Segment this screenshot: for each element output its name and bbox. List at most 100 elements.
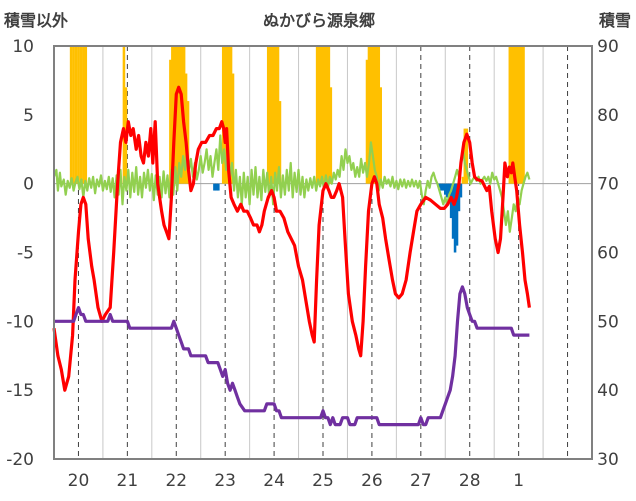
precip-bar — [178, 46, 182, 184]
precip-bar — [223, 46, 227, 184]
right-tick-label: 30 — [597, 450, 619, 470]
precip-bar — [323, 46, 327, 184]
precip-bar — [369, 46, 373, 184]
precip-bar — [317, 46, 321, 184]
gridlines — [53, 46, 569, 459]
precip-bar — [445, 183, 449, 198]
precip-bar — [451, 183, 455, 239]
precip-bar — [171, 46, 174, 184]
precip-bar — [266, 46, 270, 184]
precip-bar — [440, 183, 443, 191]
right-tick-label: 60 — [597, 244, 619, 264]
precip-bar — [379, 87, 382, 184]
precip-bar — [231, 73, 235, 184]
precip-bar — [278, 101, 282, 184]
precip-bar — [461, 176, 465, 184]
precip-bar — [276, 46, 280, 184]
precip-bar — [221, 46, 225, 184]
x-tick-label: 28 — [459, 471, 481, 491]
precip-bar — [229, 46, 233, 184]
precip-bar — [77, 46, 80, 184]
temperature-series-line — [52, 85, 531, 392]
precip-bar — [319, 46, 323, 184]
wind-series-line — [52, 134, 531, 233]
precip-bar — [79, 46, 83, 184]
precip-bar — [438, 183, 441, 188]
precip-bar — [447, 183, 451, 198]
precip-bar — [184, 73, 188, 184]
precip-bar — [459, 183, 463, 198]
precip-bar — [169, 59, 172, 184]
x-tick-label: 22 — [165, 471, 187, 491]
x-tick-label: 24 — [263, 471, 285, 491]
precip-bar — [516, 46, 519, 184]
x-tick-label: 20 — [68, 471, 90, 491]
precip-bar — [186, 101, 190, 184]
precip-bar — [453, 183, 457, 253]
right-tick-label: 40 — [597, 381, 619, 401]
precip-bar — [522, 46, 525, 184]
precip-bar — [69, 46, 73, 184]
right-axis-title: 積雪 — [598, 11, 631, 30]
precip-bar — [272, 46, 276, 184]
precip-bar — [325, 46, 329, 184]
right-tick-label: 50 — [597, 312, 619, 332]
precip-bar — [371, 46, 375, 184]
precip-bar — [274, 46, 278, 184]
left-tick-label: 10 — [12, 37, 34, 57]
precip-bar — [514, 46, 517, 184]
right-axis-ticks: 90 80 70 60 50 40 30 — [597, 37, 619, 470]
precip-bar — [329, 87, 333, 184]
right-tick-label: 90 — [597, 37, 619, 57]
plot-frame — [53, 45, 593, 460]
precip-bar — [268, 46, 272, 184]
precip-bar — [508, 46, 512, 184]
precip-bar — [270, 46, 274, 184]
precip-bar — [518, 46, 521, 184]
precip-bar — [457, 183, 461, 212]
precip-bar — [225, 46, 229, 184]
left-tick-label: 0 — [23, 175, 34, 195]
left-tick-label: -15 — [6, 381, 34, 401]
left-axis-title: 積雪以外 — [3, 11, 68, 30]
chart-title: ぬかびら源泉郷 — [263, 11, 375, 30]
precip-bar — [365, 59, 369, 184]
precip-bar — [321, 46, 325, 184]
x-axis-ticks: 20 21 22 23 24 25 26 27 28 1 — [68, 471, 524, 491]
x-tick-label: 1 — [513, 471, 524, 491]
precip-bar — [217, 183, 220, 191]
plot-area — [52, 45, 593, 460]
precip-bar — [315, 46, 319, 184]
precip-bar — [367, 46, 371, 184]
precip-bar — [213, 183, 216, 191]
x-tick-label: 21 — [117, 471, 139, 491]
x-tick-label: 27 — [410, 471, 432, 491]
left-tick-label: -5 — [17, 244, 34, 264]
left-axis-ticks: 10 5 0 -5 -10 -15 -20 — [6, 37, 34, 470]
precip-bar — [455, 183, 459, 246]
x-tick-label: 26 — [361, 471, 383, 491]
precip-bar — [215, 183, 218, 191]
precip-bar — [373, 46, 377, 184]
precip-bar — [375, 46, 379, 184]
precip-bar — [176, 46, 180, 184]
snow-depth-series-line — [54, 285, 530, 427]
precip-bar — [327, 46, 331, 184]
precip-bar — [443, 183, 447, 195]
precip-bar — [442, 183, 445, 191]
left-tick-label: -10 — [6, 312, 34, 332]
right-tick-label: 70 — [597, 175, 619, 195]
x-tick-label: 23 — [214, 471, 236, 491]
left-tick-label: -20 — [6, 450, 34, 470]
right-tick-label: 80 — [597, 106, 619, 126]
precip-bars — [69, 46, 525, 253]
precip-bar — [227, 46, 231, 184]
precip-bar — [512, 46, 516, 184]
precip-bar — [377, 46, 381, 184]
precip-bar — [84, 46, 88, 184]
left-tick-label: 5 — [23, 106, 34, 126]
precip-bar — [74, 46, 78, 184]
precip-bar — [520, 46, 523, 184]
x-tick-label: 25 — [312, 471, 334, 491]
